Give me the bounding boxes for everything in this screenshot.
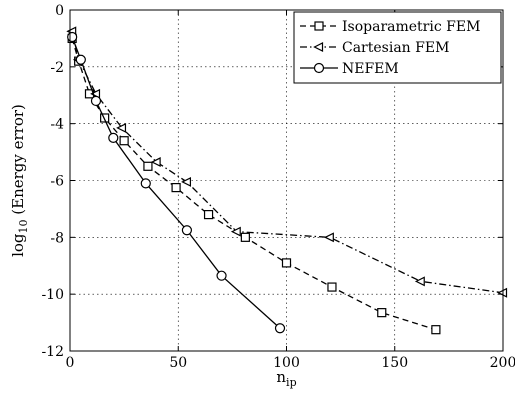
legend-label: NEFEM xyxy=(342,61,399,77)
data-point xyxy=(216,270,227,281)
series-line xyxy=(71,36,281,329)
y-tick-label: -12 xyxy=(41,344,64,360)
data-point xyxy=(377,308,387,318)
y-axis-label-rest: (Energy error) xyxy=(9,104,27,219)
legend-marker xyxy=(313,62,325,74)
data-point xyxy=(171,183,181,193)
data-point xyxy=(150,157,161,167)
tick-labels: 0 50 100 150 200 0 -2 -4 -6 -8 -10 -12 xyxy=(41,3,515,371)
data-point xyxy=(327,282,337,292)
y-axis-label: log10 (Energy error) xyxy=(9,104,30,257)
data-point xyxy=(203,210,214,220)
data-point xyxy=(281,258,292,268)
data-point xyxy=(119,136,129,146)
data-point xyxy=(90,88,101,99)
data-point xyxy=(323,232,334,243)
x-tick-label: 100 xyxy=(273,355,300,371)
data-point xyxy=(116,122,127,133)
legend-label: Isoparametric FEM xyxy=(342,19,480,35)
legend-item: Cartesian FEM xyxy=(300,40,449,56)
y-tick-label: -10 xyxy=(41,287,64,303)
legend-items: Isoparametric FEM Cartesian FEM NEFEM xyxy=(300,19,480,77)
x-tick-label: 50 xyxy=(169,355,187,371)
legend-item: NEFEM xyxy=(300,61,399,77)
series-layer xyxy=(66,26,508,335)
legend: Isoparametric FEM Cartesian FEM NEFEM xyxy=(293,11,502,84)
legend-box xyxy=(293,11,502,84)
data-point xyxy=(240,232,250,242)
x-axis-label-main: n xyxy=(276,368,286,386)
data-point xyxy=(181,225,193,236)
legend-label: Cartesian FEM xyxy=(342,40,449,56)
data-point xyxy=(230,226,241,237)
data-point xyxy=(274,323,286,334)
y-tick-label: 0 xyxy=(55,3,64,19)
y-axis-label-subscript: 10 xyxy=(17,219,30,233)
series-square xyxy=(67,33,441,335)
x-axis-label: nip xyxy=(276,368,296,389)
data-point xyxy=(75,54,86,65)
data-point xyxy=(108,132,119,143)
x-tick-label: 200 xyxy=(490,355,515,371)
data-point xyxy=(181,176,192,187)
data-point xyxy=(140,178,151,189)
x-tick-label: 150 xyxy=(381,355,408,371)
y-tick-label: -8 xyxy=(50,230,64,246)
data-point xyxy=(414,276,425,287)
data-point xyxy=(90,95,102,107)
y-tick-label: -2 xyxy=(50,60,64,76)
data-point xyxy=(143,161,153,171)
data-point xyxy=(431,325,441,335)
y-tick-label: -4 xyxy=(50,117,64,133)
legend-marker xyxy=(313,42,324,52)
x-tick-label: 0 xyxy=(66,355,75,371)
legend-marker xyxy=(314,21,324,31)
y-axis-label-main: log xyxy=(9,233,27,257)
data-point xyxy=(67,31,78,43)
series-circle xyxy=(67,31,286,334)
legend-item: Isoparametric FEM xyxy=(300,19,480,35)
x-axis-label-subscript: ip xyxy=(286,376,297,389)
y-tick-label: -6 xyxy=(50,174,64,190)
